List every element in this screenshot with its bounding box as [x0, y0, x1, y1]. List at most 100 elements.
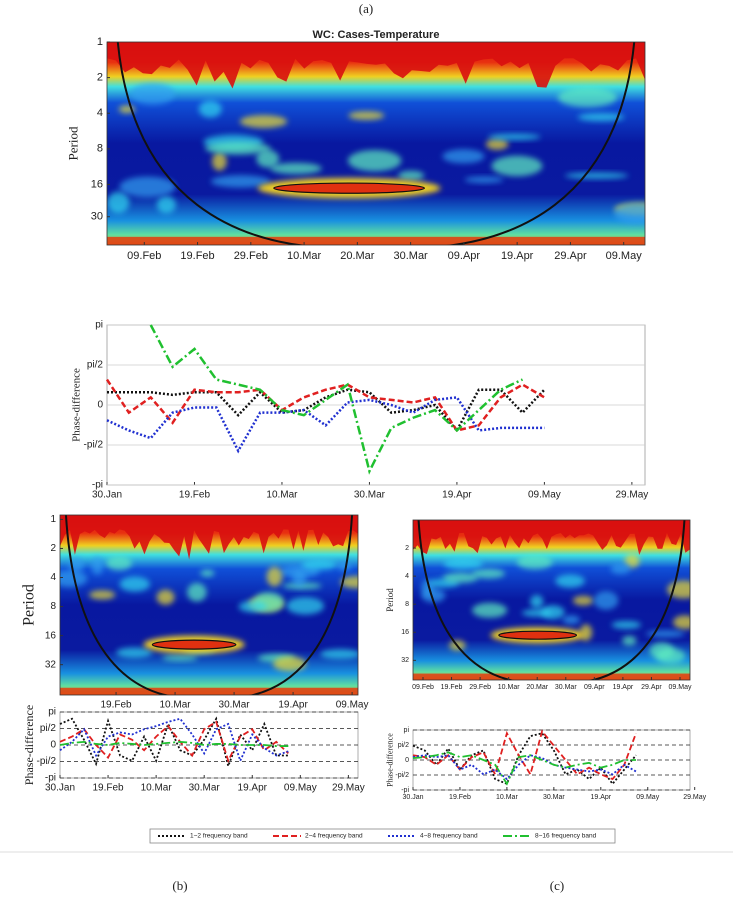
y-tick-label: pi/2	[87, 360, 104, 371]
contour	[273, 182, 426, 194]
x-tick-label: 29.Feb	[469, 684, 491, 691]
heatmap-blob	[464, 176, 504, 183]
x-tick-label: 29.Feb	[234, 250, 268, 262]
legend-label: 8~16 frequency band	[535, 833, 597, 840]
cone-of-influence	[64, 515, 354, 695]
x-tick-label: 29.May	[683, 794, 706, 801]
x-tick-label: 09.May	[606, 250, 643, 262]
y-tick-label: pi/2	[398, 742, 409, 749]
x-tick-label: 19.Apr	[442, 490, 472, 501]
y-tick-label: -pi	[45, 773, 56, 784]
contour	[498, 630, 578, 640]
y-tick-label: 30	[91, 211, 103, 223]
x-tick-label: 30.Jan	[45, 783, 75, 794]
y-tick-label: 4	[97, 107, 103, 119]
y-tick-label: -pi/2	[84, 440, 104, 451]
heatmap-blob	[610, 562, 631, 575]
x-tick-label: 09.May	[528, 490, 561, 501]
heatmap-blob	[266, 566, 283, 587]
x-tick-label: 09.May	[669, 684, 692, 691]
heatmap-band	[60, 687, 358, 695]
heatmap-blob	[91, 556, 104, 575]
heatmap-blob	[673, 615, 690, 630]
x-tick-label: 09.May	[636, 794, 659, 801]
heatmap-blob	[198, 100, 222, 118]
heatmap-blob	[472, 602, 508, 618]
heatmap-blob	[443, 557, 483, 570]
heatmap-blob	[347, 149, 402, 172]
x-tick-label: 09.May	[284, 783, 317, 794]
heatmap-blob	[162, 655, 198, 662]
heatmap-blob	[286, 597, 325, 615]
x-tick-label: 10.Mar	[266, 490, 298, 501]
heatmap-blob	[130, 83, 175, 105]
heatmap-blob	[622, 635, 637, 646]
heatmap-blob	[210, 175, 271, 188]
heatmap-blob	[238, 600, 267, 613]
legend-box	[149, 828, 616, 844]
heatmap-blob	[562, 615, 580, 625]
heatmap-blob	[200, 569, 215, 577]
heatmap-blob	[516, 554, 553, 570]
x-tick-label: 19.Apr	[278, 700, 308, 711]
heatmap-blob	[337, 561, 352, 571]
x-tick-label: 19.Feb	[92, 783, 124, 794]
y-tick-label: 8	[97, 143, 103, 155]
y-tick-label: -pi/2	[395, 772, 409, 779]
x-tick-label: 30.Mar	[354, 490, 386, 501]
y-tick-label: 8	[50, 601, 56, 612]
legend-label: 4~8 frequency band	[420, 833, 478, 840]
heatmap-image	[107, 42, 645, 245]
heatmap-blob	[239, 114, 288, 128]
x-tick-label: 19.Apr	[613, 684, 634, 691]
heatmap-blob	[156, 196, 176, 214]
y-tick-label: 4	[405, 573, 409, 580]
x-tick-label: 20.Mar	[340, 250, 375, 262]
y-tick-label: 1	[97, 36, 103, 48]
x-tick-label: 29.Apr	[554, 250, 587, 262]
heatmap-blob	[156, 589, 175, 605]
x-tick-label: 19.Apr	[238, 783, 268, 794]
heatmap-blob	[270, 162, 322, 175]
x-tick-label: 19.Feb	[180, 250, 214, 262]
x-tick-label: 30.Jan	[402, 794, 423, 801]
y-tick-label: 2	[97, 72, 103, 84]
heatmap-blob	[442, 149, 485, 164]
panel-label: (c)	[550, 878, 564, 893]
x-tick-label: 10.Mar	[287, 250, 322, 262]
y-axis-label: Phase-difference	[386, 733, 395, 787]
heatmap-blob	[340, 576, 358, 589]
x-tick-label: 10.Mar	[141, 783, 173, 794]
heatmap-blob	[60, 570, 88, 588]
heatmap-blob	[557, 87, 618, 108]
heatmap-image	[413, 520, 690, 680]
y-tick-label: 2	[405, 545, 409, 552]
y-axis-label: Period	[385, 588, 395, 612]
x-tick-label: 09.Feb	[127, 250, 161, 262]
heatmap-blob	[530, 594, 544, 609]
x-tick-label: 19.Feb	[100, 700, 132, 711]
heatmap-blob	[521, 609, 553, 617]
y-tick-label: 0	[50, 740, 56, 751]
x-tick-label: 09.Apr	[584, 684, 605, 691]
heatmap-band	[413, 520, 690, 555]
series-line	[412, 751, 637, 786]
y-tick-label: 16	[45, 630, 57, 641]
y-tick-label: 16	[401, 629, 409, 636]
heatmap-band	[413, 673, 690, 680]
heatmap-blob	[442, 572, 479, 583]
contour	[151, 639, 237, 650]
heatmap-background	[107, 42, 645, 245]
heatmap-blob	[320, 648, 358, 659]
x-tick-label: 19.Feb	[441, 684, 463, 691]
y-tick-label: -pi	[401, 787, 409, 794]
heatmap-blob	[256, 149, 280, 168]
y-tick-label: 0	[405, 757, 409, 764]
y-tick-label: pi	[404, 727, 410, 734]
x-tick-label: 09.May	[336, 700, 369, 711]
x-tick-label: 29.Apr	[641, 684, 662, 691]
y-tick-label: 0	[97, 400, 103, 411]
y-tick-label: pi	[95, 320, 103, 331]
heatmap-blob	[593, 591, 619, 610]
